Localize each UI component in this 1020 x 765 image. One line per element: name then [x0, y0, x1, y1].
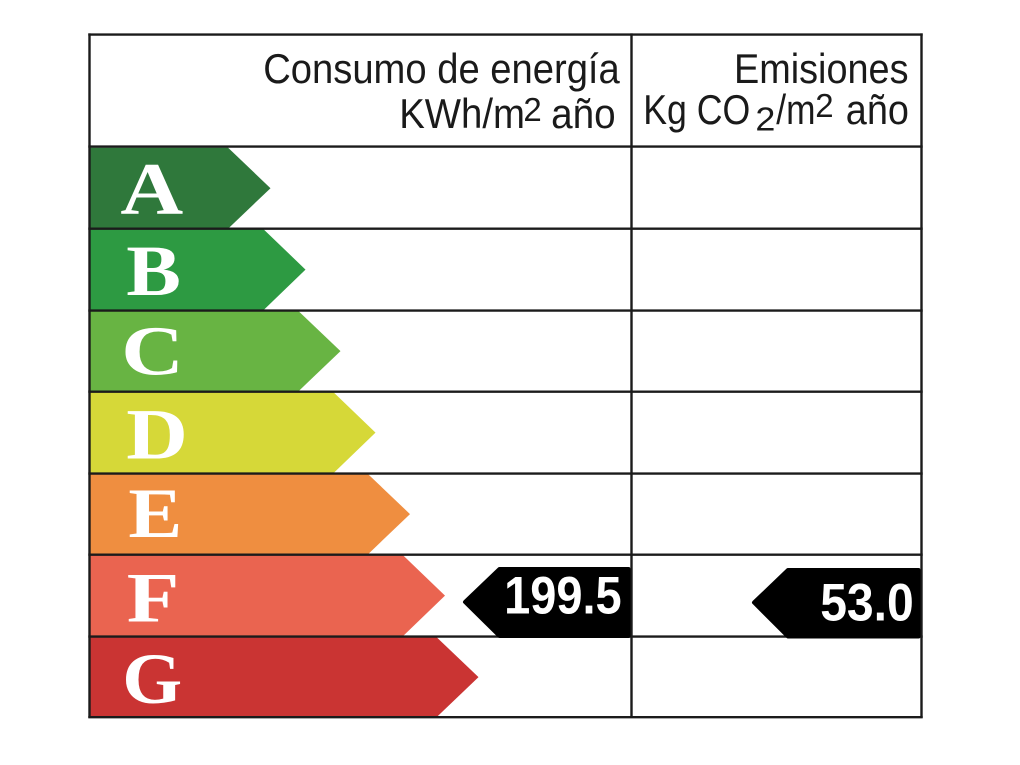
- svg-text:año: año: [551, 90, 616, 137]
- svg-text:53.0: 53.0: [820, 573, 914, 632]
- svg-text:C: C: [121, 313, 184, 390]
- svg-text:/m: /m: [776, 86, 815, 133]
- svg-text:E: E: [128, 475, 182, 553]
- svg-text:KWh/m: KWh/m: [399, 90, 525, 137]
- svg-text:B: B: [126, 230, 181, 310]
- svg-text:A: A: [120, 148, 183, 230]
- svg-text:Kg CO: Kg CO: [643, 86, 750, 133]
- svg-text:Consumo de energía: Consumo de energía: [263, 45, 620, 92]
- svg-text:año: año: [846, 86, 909, 133]
- svg-text:2: 2: [523, 91, 541, 128]
- svg-text:199.5: 199.5: [504, 567, 622, 626]
- svg-text:Emisiones: Emisiones: [734, 45, 909, 92]
- svg-text:F: F: [127, 559, 180, 637]
- svg-text:2: 2: [755, 101, 775, 138]
- svg-text:D: D: [126, 395, 188, 475]
- svg-text:2: 2: [815, 87, 833, 124]
- svg-text:G: G: [122, 640, 182, 719]
